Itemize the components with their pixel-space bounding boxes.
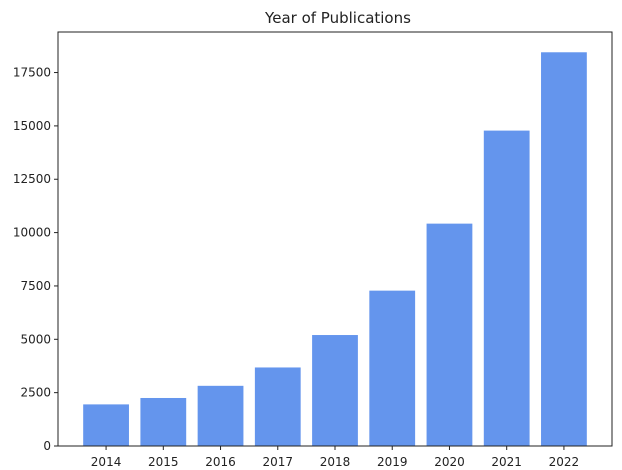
bar-2014 [83,404,129,446]
bar-2020 [426,223,473,446]
x-tick-label-2020: 2020 [434,455,465,469]
chart-title: Year of Publications [264,9,411,27]
x-tick-label-2022: 2022 [549,455,580,469]
bar-2016 [197,385,244,446]
bar-2017 [254,367,301,446]
bar-2019 [369,290,416,446]
y-tick-label-5000: 5000 [20,332,51,346]
x-tick-label-2015: 2015 [148,455,179,469]
y-tick-label-10000: 10000 [13,226,51,240]
y-tick-label-15000: 15000 [13,119,51,133]
y-tick-label-12500: 12500 [13,172,51,186]
y-tick-label-7500: 7500 [20,279,51,293]
x-tick-label-2017: 2017 [262,455,293,469]
axes: 0 2500 5000 7500 10000 12500 15000 17500 2014 201… [13,31,613,469]
x-tick-label-2014: 2014 [91,455,122,469]
x-tick-label-2021: 2021 [491,455,522,469]
x-tick-label-2016: 2016 [205,455,236,469]
bars [83,52,587,447]
x-tick-label-2018: 2018 [320,455,351,469]
y-tick-label-0: 0 [43,439,51,453]
bar-2022 [541,52,587,447]
y-tick-label-17500: 17500 [13,66,51,80]
x-tick-label-2019: 2019 [377,455,408,469]
bar-2021 [483,130,530,447]
y-tick-label-2500: 2500 [20,386,51,400]
bar-2015 [140,397,187,446]
bar-2018 [312,335,358,446]
